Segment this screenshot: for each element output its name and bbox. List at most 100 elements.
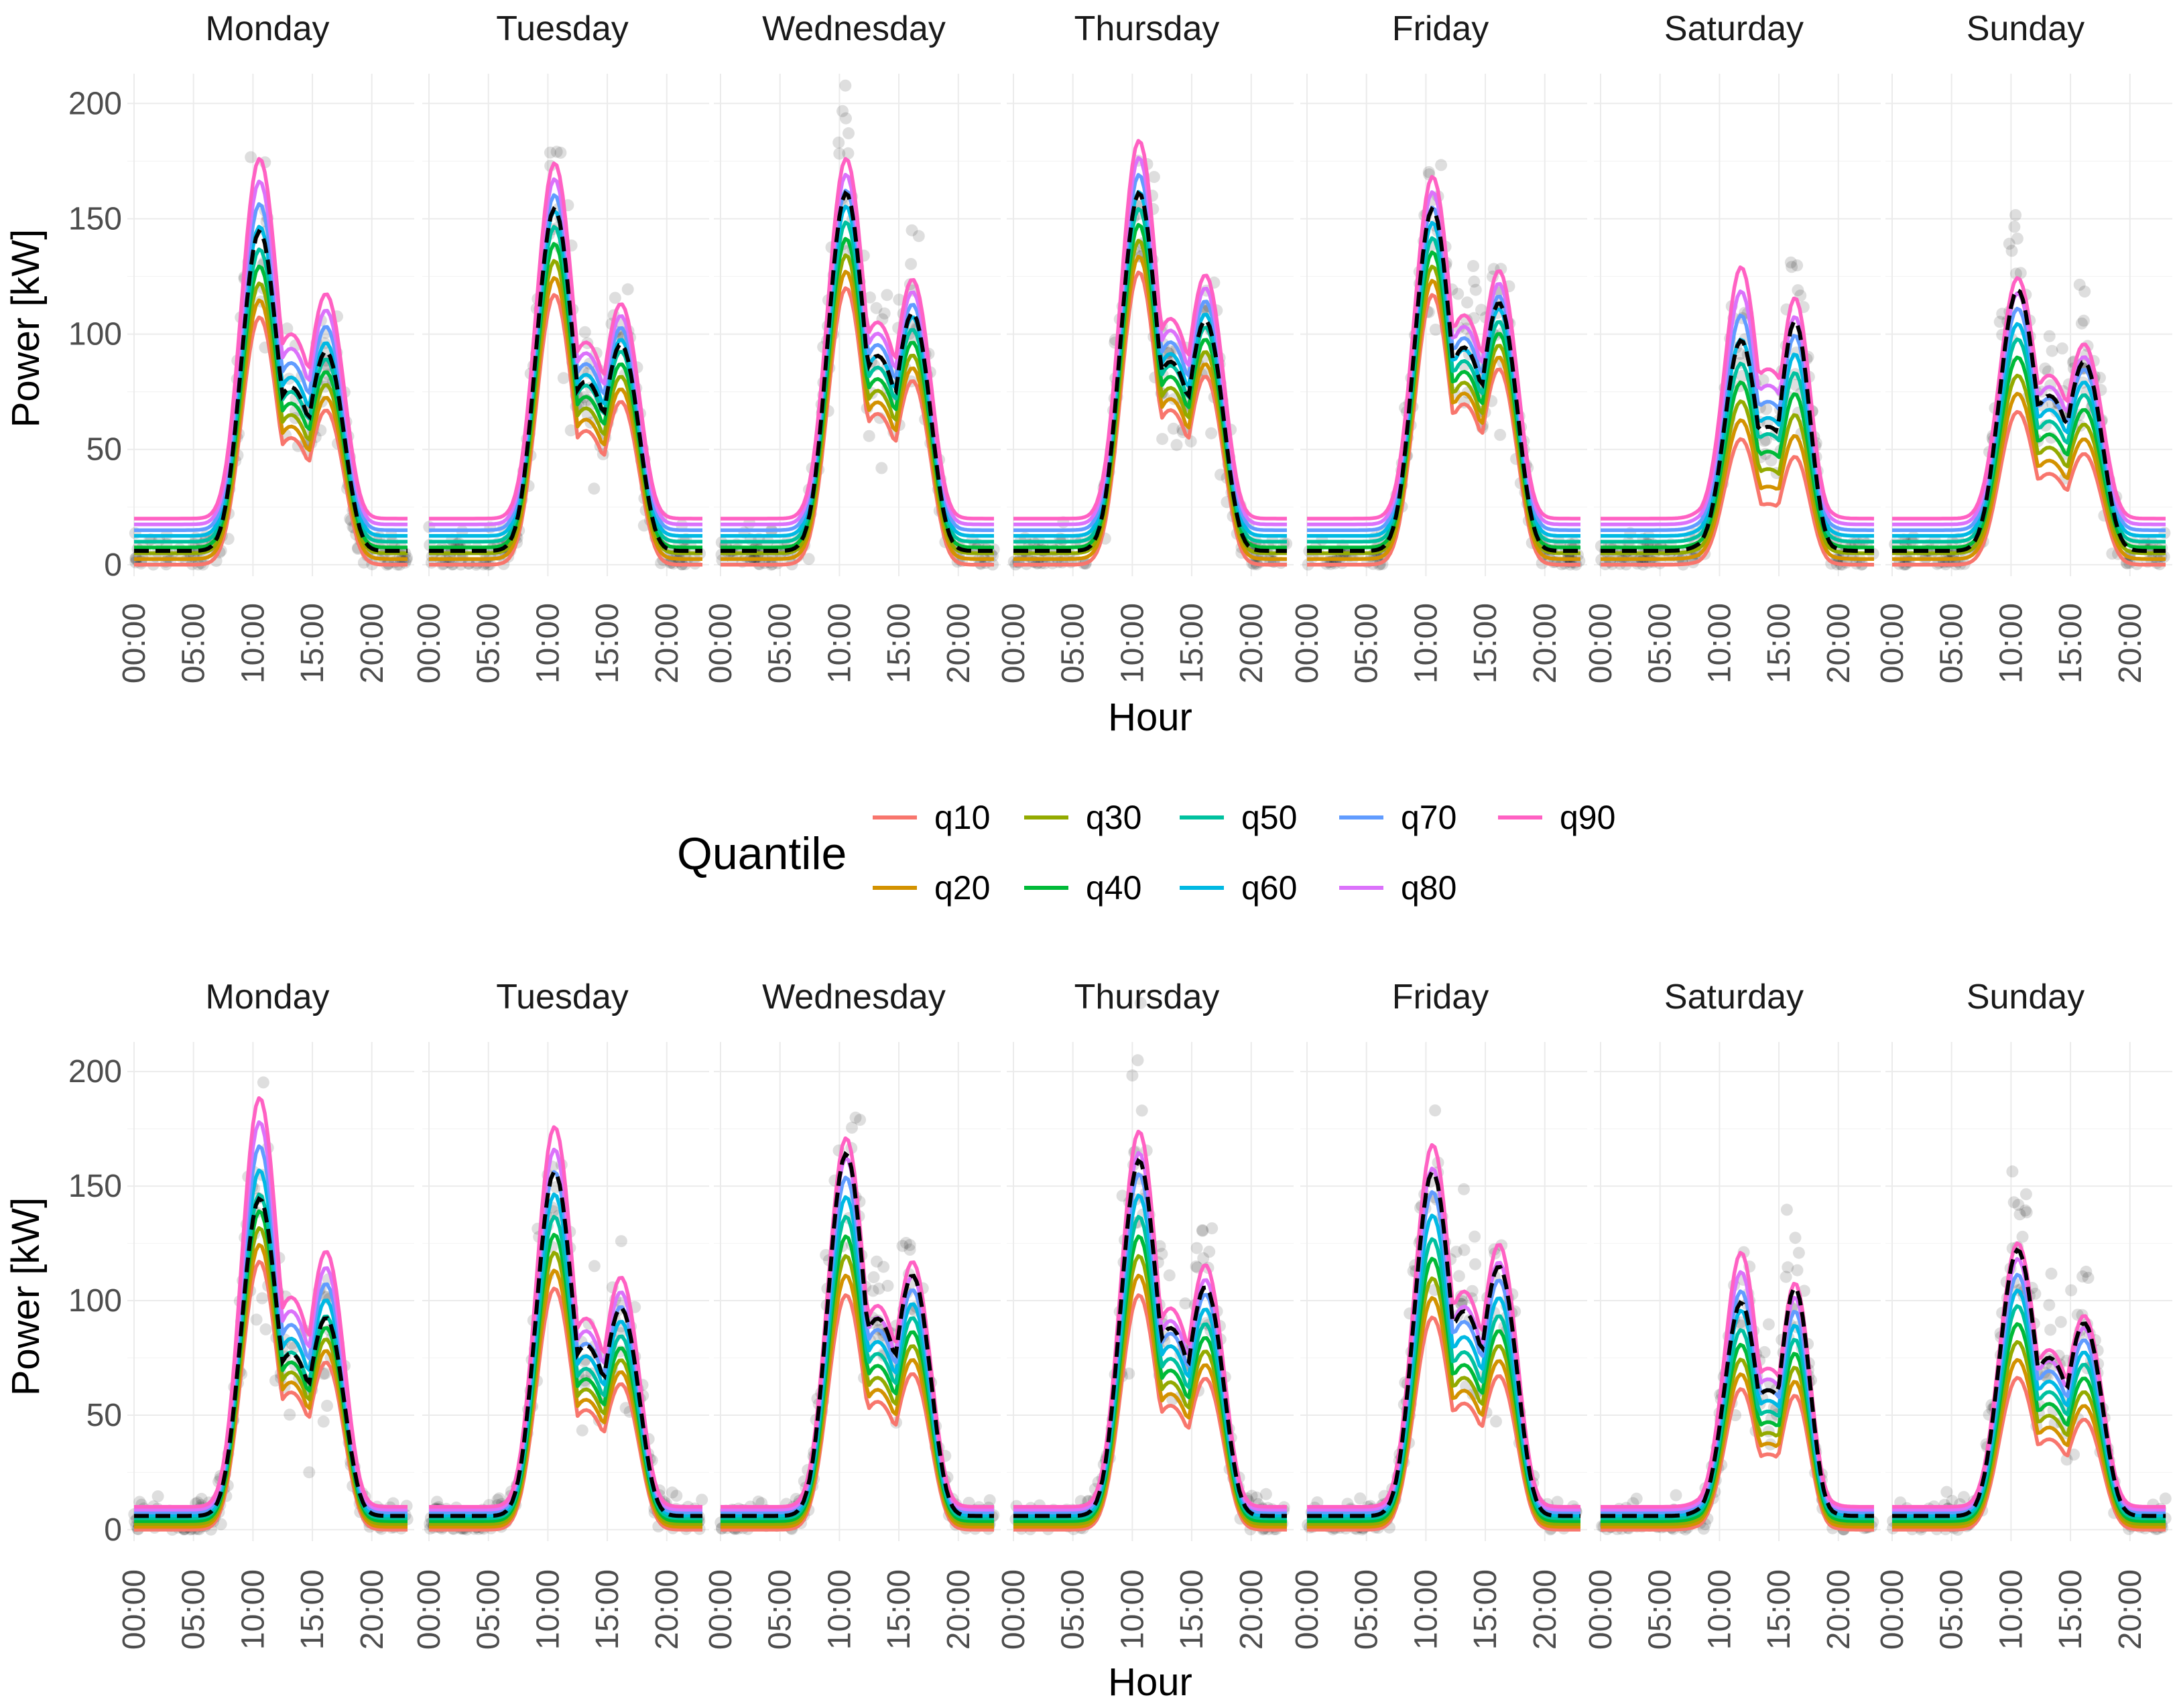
observed-median-line bbox=[1601, 319, 1874, 553]
observed-point bbox=[881, 1279, 894, 1292]
observed-point bbox=[2082, 1272, 2095, 1284]
observed-point bbox=[2008, 220, 2021, 233]
quantile-line-q50 bbox=[134, 247, 408, 544]
x-tick-label: 20:00 bbox=[355, 1569, 390, 1650]
x-tick-label: 20:00 bbox=[941, 1569, 977, 1650]
observed-point bbox=[1123, 1367, 1135, 1380]
x-tick-label: 20:00 bbox=[1821, 603, 1857, 683]
quantile-line-q90 bbox=[1601, 265, 1875, 521]
observed-median-line bbox=[1013, 190, 1287, 553]
x-tick-label: 05:00 bbox=[1056, 1569, 1091, 1650]
quantile-line-q20 bbox=[1307, 1296, 1580, 1529]
x-tick-label: 15:00 bbox=[590, 603, 625, 683]
x-tick-label: 05:00 bbox=[763, 1569, 798, 1650]
observed-point bbox=[839, 79, 852, 92]
observed-point bbox=[214, 1518, 227, 1530]
observed-median-line bbox=[1307, 1169, 1580, 1518]
quantile-line-q80 bbox=[1601, 289, 1874, 527]
x-tick-label: 00:00 bbox=[1875, 603, 1910, 683]
quantile-line-q90 bbox=[429, 161, 702, 521]
observed-point bbox=[2007, 1196, 2020, 1209]
observed-point bbox=[1494, 429, 1507, 441]
x-tick-label: 20:00 bbox=[649, 603, 685, 683]
observed-point bbox=[578, 326, 591, 338]
observed-point bbox=[245, 151, 257, 163]
observed-point bbox=[1784, 256, 1797, 269]
observed-point bbox=[1789, 1232, 1802, 1244]
observed-median-line bbox=[134, 1195, 408, 1518]
observed-point bbox=[846, 1121, 858, 1134]
quantile-line-q90 bbox=[1013, 139, 1287, 521]
observed-point bbox=[1757, 374, 1769, 387]
observed-point bbox=[881, 289, 893, 302]
observed-point bbox=[1760, 403, 1773, 415]
x-tick-label: 15:00 bbox=[881, 1569, 917, 1650]
legend-title: Quantile bbox=[677, 828, 847, 879]
observed-point bbox=[1469, 283, 1482, 296]
observed-median-line bbox=[1013, 1157, 1287, 1518]
observed-point bbox=[1429, 1104, 1442, 1117]
observed-point bbox=[2075, 317, 2088, 330]
quantile-line-q40 bbox=[1601, 1343, 1874, 1523]
quantile-line-q40 bbox=[1892, 1322, 2166, 1523]
observed-point bbox=[1170, 439, 1183, 452]
x-tick-label: 10:00 bbox=[1115, 603, 1150, 683]
x-tick-label: 15:00 bbox=[1174, 1569, 1210, 1650]
observed-point bbox=[281, 322, 294, 335]
observed-point bbox=[2009, 267, 2022, 280]
observed-point bbox=[854, 1114, 867, 1126]
facet-sunday: Sunday 00:00 05:00 10:00 15:00 20:00 bbox=[1875, 9, 2172, 683]
x-tick-label: 05:00 bbox=[471, 603, 507, 683]
observed-point bbox=[752, 1495, 765, 1508]
facet-friday: Friday 00:00 05:00 10:00 15:00 20:00 bbox=[1290, 978, 1587, 1650]
observed-point bbox=[1469, 1258, 1481, 1270]
x-tick-label: 05:00 bbox=[763, 603, 798, 683]
x-tick-label: 15:00 bbox=[2053, 603, 2089, 683]
observed-point bbox=[870, 302, 883, 314]
quantile-line-q90 bbox=[1601, 1250, 1874, 1509]
observed-point bbox=[904, 1239, 916, 1252]
observed-point bbox=[2068, 1448, 2080, 1461]
x-tick-label: 00:00 bbox=[1290, 1569, 1325, 1650]
facet-sunday: Sunday 00:00 05:00 10:00 15:00 20:00 bbox=[1875, 978, 2172, 1650]
observed-point bbox=[1475, 304, 1487, 316]
observed-point bbox=[1245, 1490, 1258, 1502]
x-tick-label: 20:00 bbox=[1234, 1569, 1269, 1650]
observed-point bbox=[912, 230, 925, 243]
observed-point bbox=[867, 1285, 879, 1297]
x-tick-label: 00:00 bbox=[996, 603, 1032, 683]
quantile-line-q20 bbox=[1892, 391, 2166, 561]
observed-point bbox=[1197, 1252, 1210, 1264]
quantile-line-q20 bbox=[1892, 1358, 2166, 1529]
observed-point bbox=[842, 147, 855, 159]
x-tick-label: 20:00 bbox=[355, 603, 390, 683]
observed-point bbox=[877, 1260, 890, 1273]
legend-label: q10 bbox=[934, 799, 990, 836]
facet-title: Sunday bbox=[1967, 978, 2085, 1016]
facet-wednesday: Wednesday 00:00 05:00 10:00 15:00 20:00 bbox=[703, 978, 1001, 1650]
observed-point bbox=[1762, 1318, 1775, 1331]
quantile-line-q10 bbox=[134, 315, 408, 567]
observed-point bbox=[899, 1236, 912, 1249]
y-tick-label: 150 bbox=[68, 202, 122, 237]
legend-item-q90: q90 bbox=[1498, 799, 1615, 836]
observed-point bbox=[1792, 284, 1804, 297]
observed-point bbox=[256, 1292, 269, 1305]
facet-friday: Friday 00:00 05:00 10:00 15:00 20:00 bbox=[1290, 9, 1587, 683]
x-tick-label: 15:00 bbox=[1174, 603, 1210, 683]
observed-point bbox=[1786, 261, 1798, 273]
observed-point bbox=[588, 1260, 601, 1272]
legend-label: q90 bbox=[1560, 799, 1615, 836]
x-tick-label: 10:00 bbox=[530, 603, 566, 683]
facet-thursday: Thursday 00:00 05:00 10:00 15:00 20:00 bbox=[996, 9, 1294, 683]
observed-point bbox=[1993, 316, 2006, 328]
observed-point bbox=[133, 1496, 146, 1508]
y-axis-title: Power [kW] bbox=[4, 229, 48, 428]
x-tick-label: 15:00 bbox=[1468, 1569, 1503, 1650]
x-tick-label: 05:00 bbox=[1056, 603, 1091, 683]
facet-title: Friday bbox=[1392, 9, 1489, 48]
facet-saturday: Saturday 00:00 05:00 10:00 15:00 20:00 bbox=[1583, 978, 1881, 1650]
x-tick-label: 20:00 bbox=[2113, 603, 2148, 683]
observed-point bbox=[250, 1313, 263, 1326]
